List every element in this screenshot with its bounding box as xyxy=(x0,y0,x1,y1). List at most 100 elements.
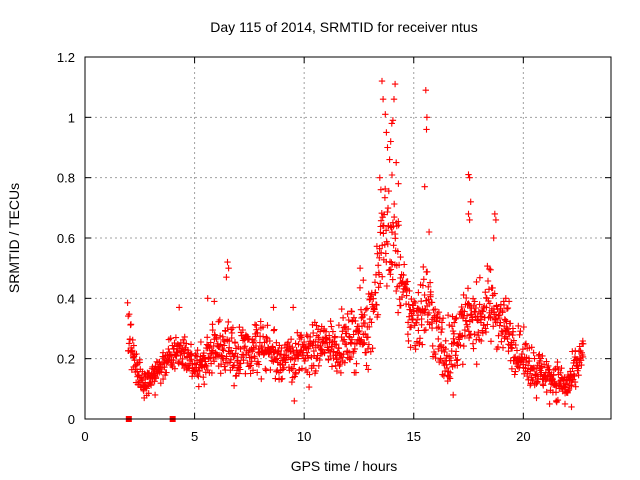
data-point xyxy=(452,348,460,355)
data-point xyxy=(423,126,430,133)
data-point xyxy=(483,304,490,311)
data-point xyxy=(391,213,398,221)
data-point xyxy=(377,229,384,236)
data-point xyxy=(173,352,180,360)
data-point xyxy=(224,258,231,266)
data-point xyxy=(239,326,246,334)
data-point xyxy=(249,367,257,374)
data-point xyxy=(554,358,561,366)
data-point xyxy=(127,321,135,328)
data-point xyxy=(266,337,273,345)
data-point xyxy=(377,280,384,287)
data-point xyxy=(227,356,235,363)
data-point xyxy=(561,400,569,408)
x-tick-label: 5 xyxy=(191,429,198,444)
data-point xyxy=(291,361,298,368)
data-point xyxy=(157,380,164,387)
data-point xyxy=(407,323,415,331)
data-point xyxy=(425,309,433,317)
data-point xyxy=(460,342,467,350)
data-point xyxy=(490,323,497,330)
data-point xyxy=(370,295,377,302)
data-point xyxy=(195,383,202,390)
data-point xyxy=(393,287,400,295)
data-point xyxy=(219,345,226,353)
data-point xyxy=(503,305,511,312)
data-point xyxy=(343,341,350,348)
data-point xyxy=(179,355,186,363)
data-point xyxy=(465,300,472,307)
data-point xyxy=(361,339,368,346)
data-point xyxy=(500,301,508,309)
data-point xyxy=(292,370,300,378)
data-point xyxy=(507,320,514,327)
data-point xyxy=(495,314,503,322)
data-point xyxy=(486,300,494,307)
data-point xyxy=(463,294,470,302)
data-point xyxy=(395,180,402,187)
data-point xyxy=(463,312,471,319)
data-point xyxy=(465,334,473,342)
data-point xyxy=(367,348,374,355)
data-point xyxy=(553,397,560,405)
data-point xyxy=(452,315,459,323)
data-point xyxy=(365,341,373,348)
data-point xyxy=(303,349,311,356)
data-point xyxy=(316,356,323,364)
data-point xyxy=(415,327,422,334)
data-point xyxy=(502,295,509,302)
data-point xyxy=(378,77,386,85)
data-point xyxy=(454,356,461,363)
data-point xyxy=(513,347,521,354)
data-point xyxy=(459,361,466,368)
data-point xyxy=(371,306,378,313)
x-axis-label: GPS time / hours xyxy=(291,458,398,474)
data-point xyxy=(191,361,199,368)
data-point xyxy=(467,198,474,205)
data-point xyxy=(397,274,404,282)
y-tick-label: 0.8 xyxy=(57,171,75,186)
x-tick-label: 20 xyxy=(516,429,530,444)
data-point xyxy=(333,341,340,348)
data-point xyxy=(566,382,574,389)
data-point xyxy=(183,340,190,347)
data-point xyxy=(404,319,412,326)
data-point xyxy=(462,317,470,324)
data-point xyxy=(438,325,446,333)
data-point xyxy=(423,114,431,121)
data-point xyxy=(366,296,373,303)
data-point xyxy=(352,369,360,376)
data-point xyxy=(361,311,368,319)
data-point xyxy=(282,359,289,366)
data-point xyxy=(505,348,512,355)
data-point xyxy=(356,327,363,335)
data-point xyxy=(509,328,517,335)
data-point xyxy=(229,324,237,331)
data-point xyxy=(382,111,389,118)
data-point xyxy=(267,366,274,374)
data-point xyxy=(391,200,398,208)
data-point xyxy=(515,322,522,330)
data-point xyxy=(504,335,511,343)
data-point xyxy=(171,365,179,372)
data-point xyxy=(472,304,480,312)
data-point xyxy=(188,373,196,380)
data-point xyxy=(464,323,471,330)
data-point xyxy=(304,354,312,362)
data-point xyxy=(187,357,194,364)
data-point xyxy=(348,308,355,315)
data-point xyxy=(272,375,279,382)
data-point xyxy=(328,323,335,330)
data-point xyxy=(476,301,483,308)
data-point xyxy=(382,250,389,257)
data-point xyxy=(339,314,347,321)
y-tick-label: 1.2 xyxy=(57,50,75,65)
data-point xyxy=(345,333,353,340)
data-point xyxy=(520,323,527,331)
data-point xyxy=(356,284,364,291)
data-point xyxy=(413,319,420,326)
data-point xyxy=(397,253,404,261)
data-point xyxy=(368,291,375,298)
data-point xyxy=(330,348,337,355)
data-point xyxy=(512,368,519,375)
